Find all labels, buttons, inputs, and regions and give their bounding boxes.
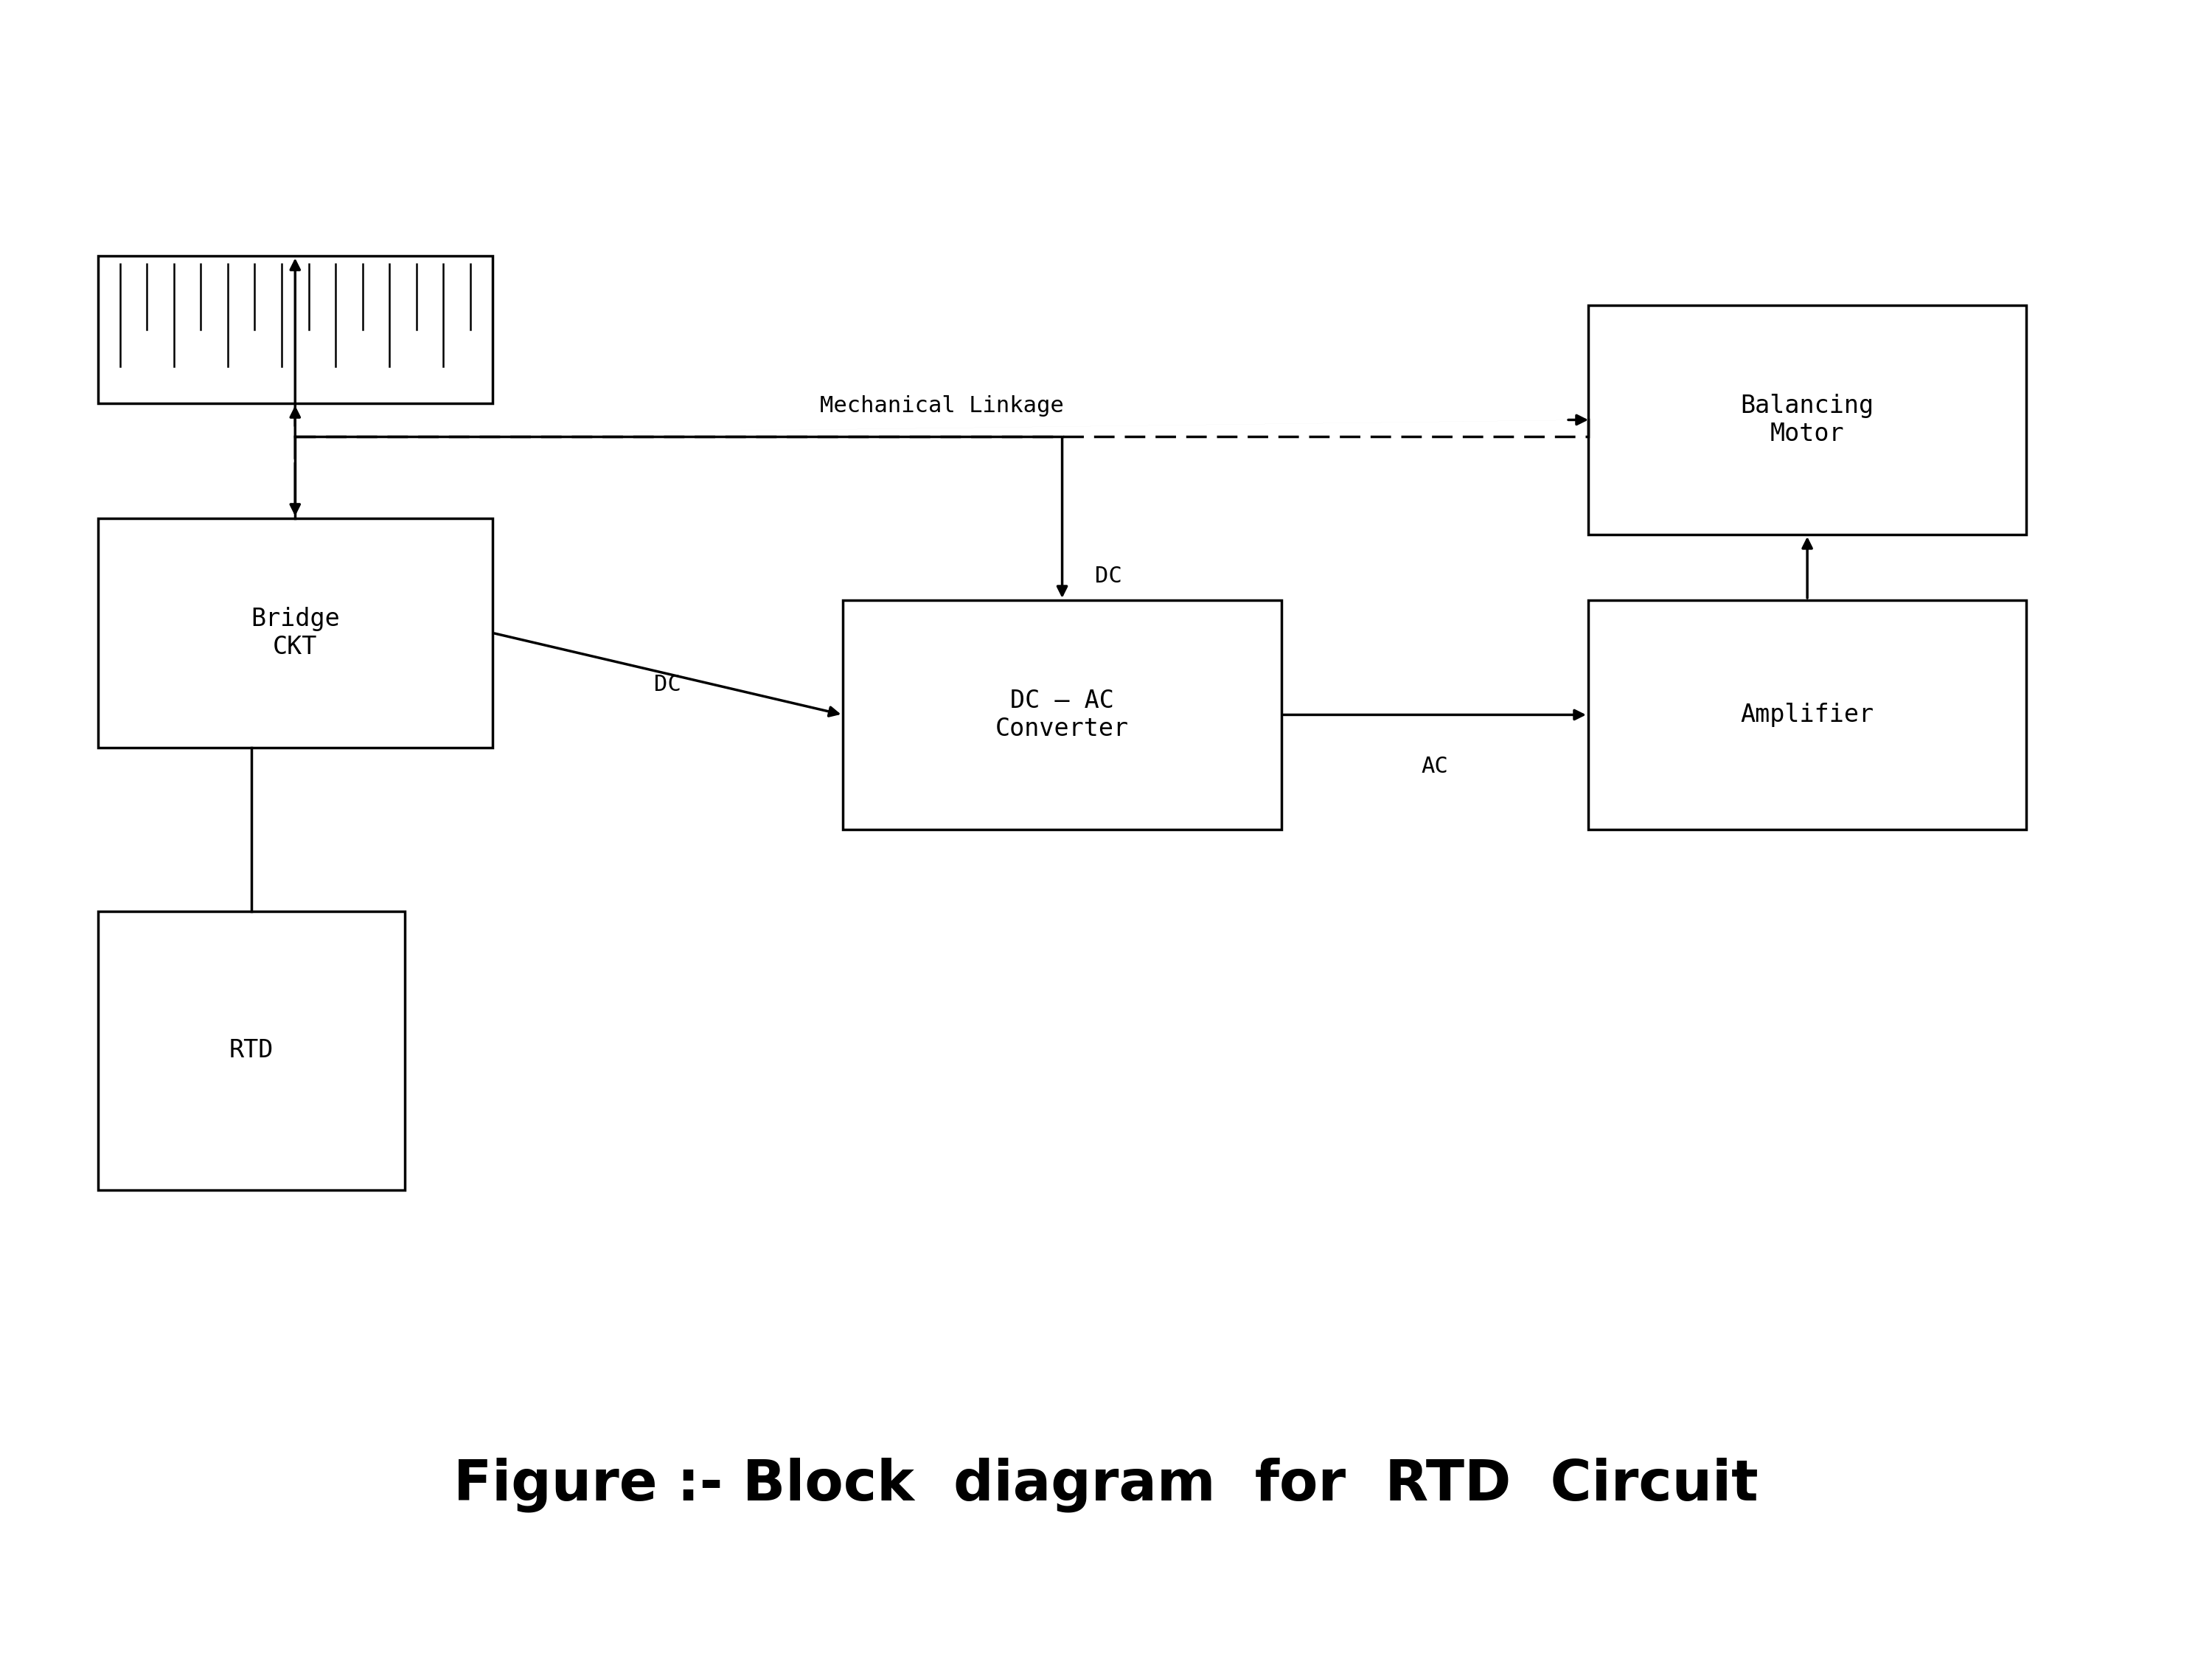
Bar	[97, 255, 493, 403]
Bar	[1588, 305, 2026, 534]
Text: DC: DC	[655, 674, 681, 695]
Text: Bridge
CKT: Bridge CKT	[250, 607, 341, 659]
Text: DC — AC
Converter: DC — AC Converter	[995, 688, 1128, 742]
Text: AC: AC	[1420, 757, 1449, 776]
Bar	[843, 601, 1281, 830]
Text: Balancing
Motor: Balancing Motor	[1741, 393, 1874, 446]
Text: Mechanical Linkage: Mechanical Linkage	[821, 395, 1064, 416]
Bar	[1588, 601, 2026, 830]
Bar	[97, 911, 405, 1190]
Bar	[97, 518, 493, 748]
Text: Amplifier: Amplifier	[1741, 703, 1874, 727]
Text: RTD: RTD	[230, 1039, 274, 1063]
Text: DC: DC	[1095, 566, 1121, 587]
Text: Figure :- Block  diagram  for  RTD  Circuit: Figure :- Block diagram for RTD Circuit	[453, 1458, 1759, 1513]
